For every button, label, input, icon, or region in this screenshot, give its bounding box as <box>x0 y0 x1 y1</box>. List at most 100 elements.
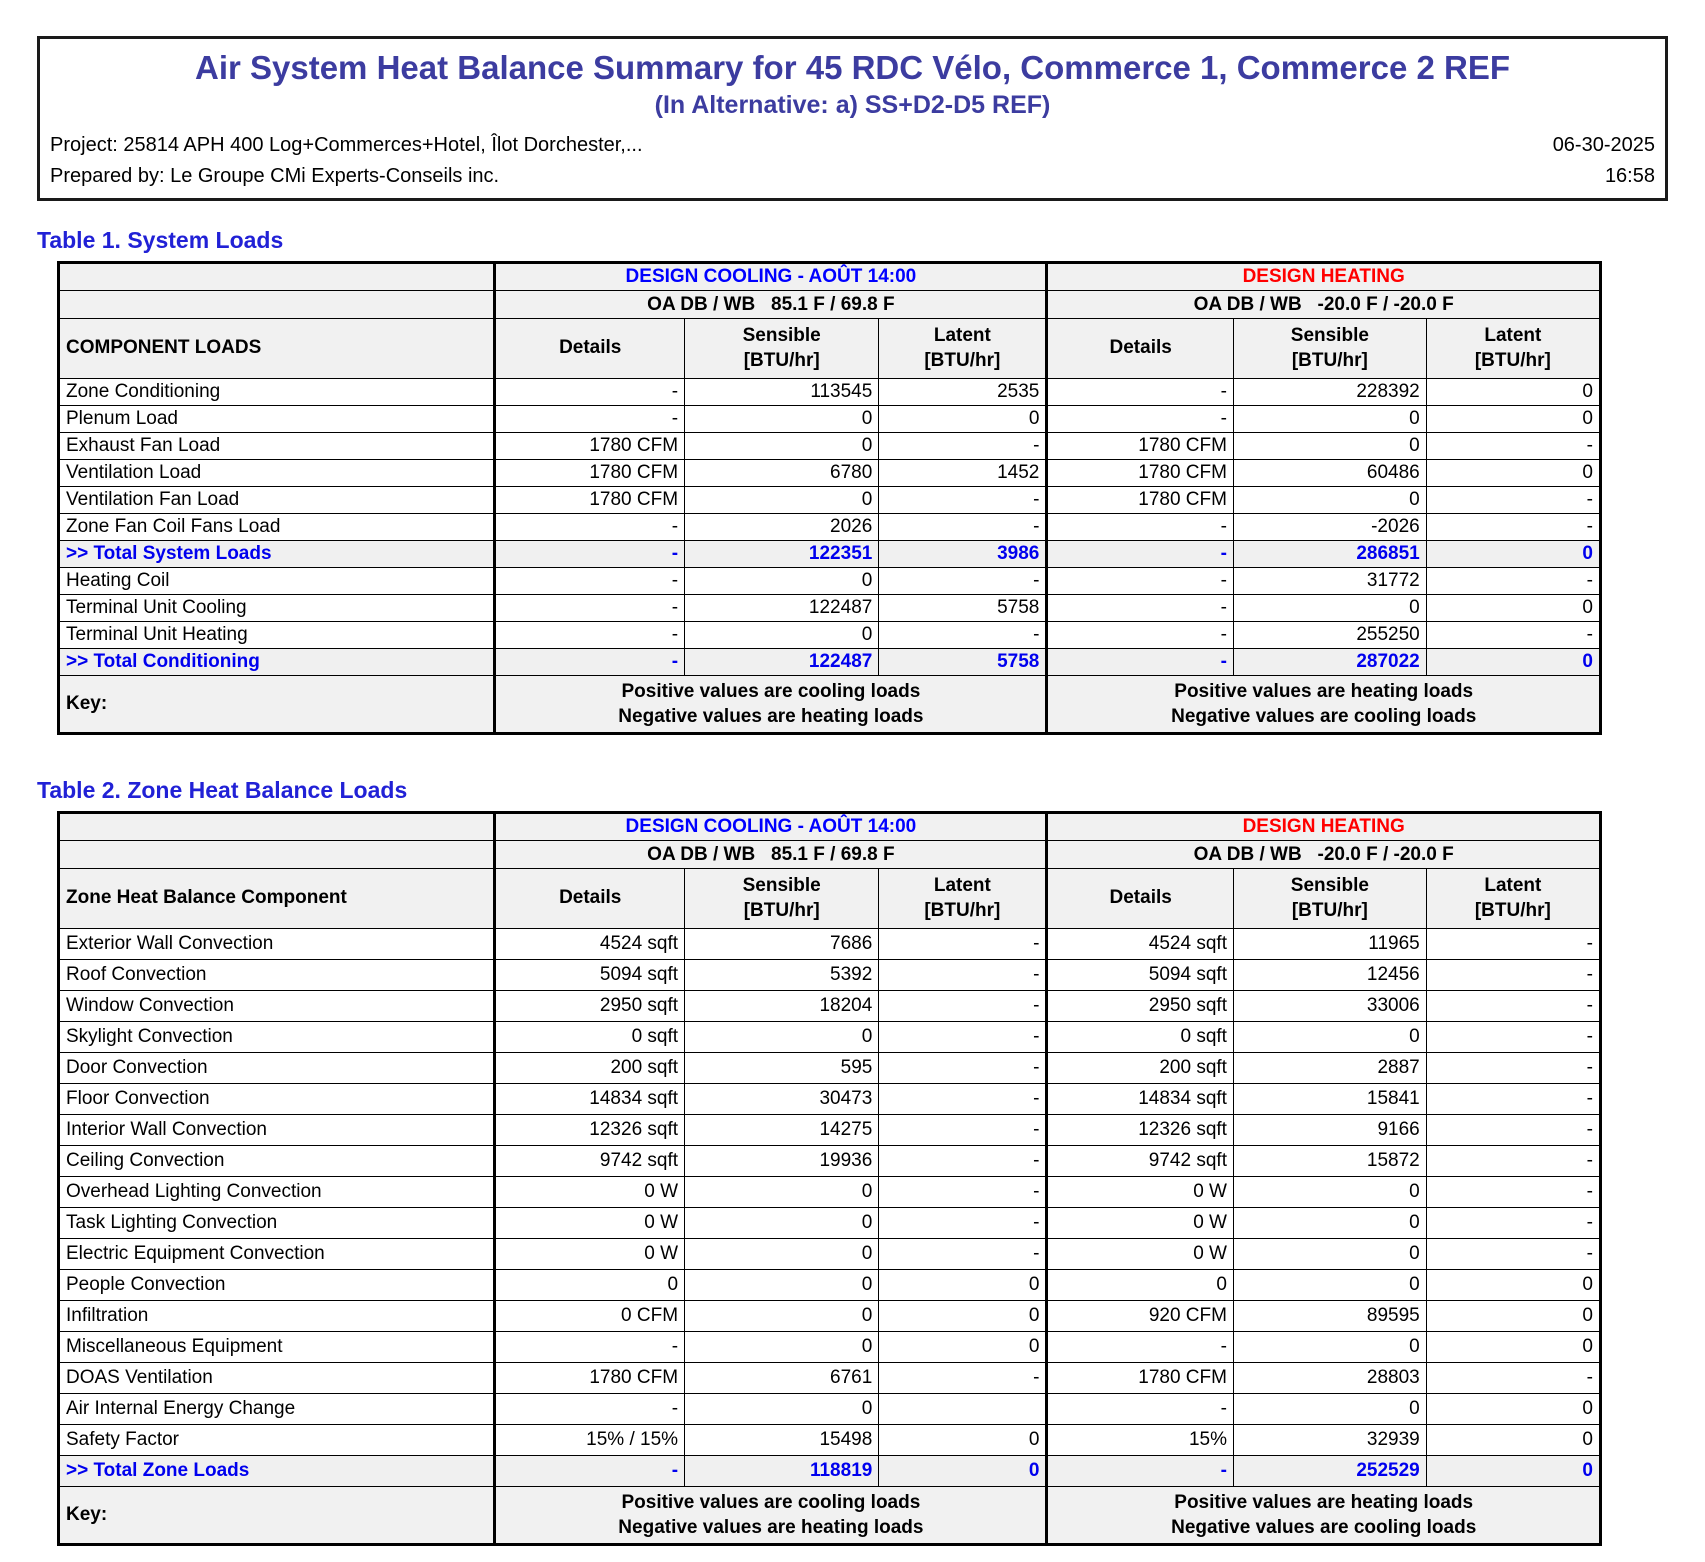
table-row: Skylight Convection 0 sqft 0-0 sqft 0- <box>57 1021 1602 1054</box>
value-cell: 0 <box>684 1021 880 1054</box>
value-cell: 0 <box>684 567 880 595</box>
value-cell: - <box>1045 621 1234 649</box>
table-row: Zone Fan Coil Fans Load -2026- - -2026- <box>57 513 1602 541</box>
value-cell: 15872 <box>1232 1145 1427 1178</box>
cooling-key: Positive values are cooling loads Negativ… <box>493 1486 1048 1546</box>
design-heating-header: DESIGN HEATING <box>1045 262 1601 291</box>
row-label: Terminal Unit Heating <box>57 621 496 649</box>
value-cell: - <box>1045 378 1234 406</box>
value-cell: 200 sqft <box>493 1052 686 1085</box>
value-cell: - <box>493 648 686 676</box>
value-cell: 113545 <box>684 378 880 406</box>
cooling-details-header: Details <box>493 318 686 379</box>
value-cell: 9166 <box>1232 1114 1427 1147</box>
value-cell: 5094 sqft <box>1045 959 1234 992</box>
row-label: Safety Factor <box>57 1424 496 1457</box>
value-cell: 0 <box>1425 405 1602 433</box>
heating-details-header: Details <box>1045 868 1234 930</box>
heating-key: Positive values are heating loads Negativ… <box>1045 674 1601 735</box>
row-label: Window Convection <box>57 990 496 1023</box>
cooling-sensible-header: Sensible [BTU/hr] <box>684 868 880 930</box>
value-cell: 228392 <box>1232 378 1427 406</box>
value-cell: - <box>1045 567 1234 595</box>
value-cell: - <box>493 1455 686 1488</box>
value-cell: 18204 <box>684 990 880 1023</box>
value-cell: 28803 <box>1232 1362 1427 1395</box>
key-label: Key: <box>57 674 496 735</box>
value-cell: 2950 sqft <box>493 990 686 1023</box>
value-cell: 0 W <box>493 1207 686 1240</box>
row-label: >> Total Zone Loads <box>57 1455 496 1488</box>
heating-oa-conditions: OA DB / WB -20.0 F / -20.0 F <box>1045 290 1601 319</box>
value-cell: 0 <box>1045 1269 1234 1302</box>
component-header: Zone Heat Balance Component <box>57 868 496 930</box>
row-label: Terminal Unit Cooling <box>57 594 496 622</box>
row-label: Miscellaneous Equipment <box>57 1331 496 1364</box>
value-cell: 3986 <box>878 540 1048 568</box>
value-cell: 0 <box>1232 1269 1427 1302</box>
table-row: People Convection 0 0 0 0 0 0 <box>57 1269 1602 1302</box>
column-header-row: Zone Heat Balance Component Details Sens… <box>57 868 1602 930</box>
value-cell: 12326 sqft <box>493 1114 686 1147</box>
report-title: Air System Heat Balance Summary for 45 R… <box>194 49 1510 86</box>
value-cell: 0 <box>684 1176 880 1209</box>
value-cell: 0 sqft <box>1045 1021 1234 1054</box>
heating-latent-header: Latent [BTU/hr] <box>1425 868 1602 930</box>
value-cell: 0 <box>1232 594 1427 622</box>
value-cell: - <box>1425 432 1602 460</box>
row-label: Exhaust Fan Load <box>57 432 496 460</box>
blank-cell <box>57 812 496 842</box>
value-cell: 5758 <box>878 648 1048 676</box>
value-cell: - <box>1425 1114 1602 1147</box>
value-cell: 0 W <box>1045 1238 1234 1271</box>
value-cell: - <box>878 1145 1048 1178</box>
row-label: Electric Equipment Convection <box>57 1238 496 1271</box>
value-cell: 1780 CFM <box>493 432 686 460</box>
key-label: Key: <box>57 1486 496 1546</box>
value-cell: - <box>1045 648 1234 676</box>
value-cell: - <box>493 567 686 595</box>
blank-cell <box>57 262 496 291</box>
value-cell: - <box>878 432 1048 460</box>
value-cell: 32939 <box>1232 1424 1427 1457</box>
value-cell: 7686 <box>684 928 880 961</box>
value-cell: - <box>878 1238 1048 1271</box>
row-label: Ventilation Load <box>57 459 496 487</box>
report-date: 06-30-2025 <box>1552 134 1655 156</box>
design-header-row: DESIGN COOLING - AOÛT 14:00 DESIGN HEATI… <box>57 262 1601 291</box>
value-cell: 0 <box>1232 405 1427 433</box>
value-cell: - <box>1045 1393 1234 1426</box>
value-cell: 1452 <box>878 459 1048 487</box>
zone-heat-balance-table: DESIGN COOLING - AOÛT 14:00 DESIGN HEATI… <box>57 811 1602 1547</box>
report-header: Air System Heat Balance Summary for 45 R… <box>37 36 1668 201</box>
value-cell: - <box>1425 621 1602 649</box>
value-cell: 0 <box>878 1331 1048 1364</box>
value-cell: 0 <box>1425 1393 1602 1426</box>
blank-cell <box>57 840 496 870</box>
value-cell: 0 sqft <box>493 1021 686 1054</box>
value-cell: 0 <box>1425 378 1602 406</box>
value-cell: 14834 sqft <box>493 1083 686 1116</box>
row-label: Overhead Lighting Convection <box>57 1176 496 1209</box>
value-cell: 4524 sqft <box>493 928 686 961</box>
value-cell: 0 CFM <box>493 1300 686 1333</box>
oa-conditions-row: OA DB / WB 85.1 F / 69.8 F OA DB / WB -2… <box>57 840 1601 870</box>
value-cell: - <box>493 378 686 406</box>
value-cell: 0 <box>1232 486 1427 514</box>
value-cell: 0 <box>878 1269 1048 1302</box>
row-label: Task Lighting Convection <box>57 1207 496 1240</box>
value-cell: 122487 <box>684 594 880 622</box>
table-row: Ceiling Convection 9742 sqft 19936-9742 sq… <box>57 1145 1602 1178</box>
value-cell: 15% <box>1045 1424 1234 1457</box>
table-row: Ventilation Load 1780 CFM 6780 1452 1780 CFM… <box>57 459 1602 487</box>
value-cell: - <box>1045 513 1234 541</box>
value-cell: 4524 sqft <box>1045 928 1234 961</box>
row-label: Infiltration <box>57 1300 496 1333</box>
component-loads-header: COMPONENT LOADS <box>57 318 496 379</box>
table-row: Roof Convection 5094 sqft 5392-5094 sqft 12… <box>57 959 1602 992</box>
value-cell: - <box>1425 1207 1602 1240</box>
value-cell: 1780 CFM <box>1045 432 1234 460</box>
value-cell: 0 <box>684 1393 880 1426</box>
value-cell: 0 <box>1425 459 1602 487</box>
prepared-by-label: Prepared by: Le Groupe CMi Experts-Conse… <box>50 165 500 187</box>
